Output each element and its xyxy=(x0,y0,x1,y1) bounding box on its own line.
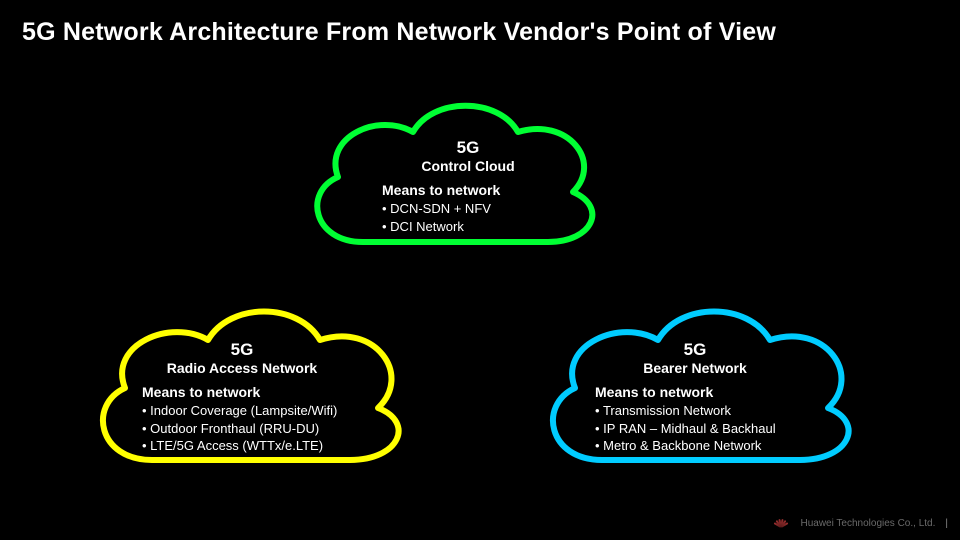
list-item: DCN-SDN + NFV xyxy=(382,200,558,218)
cloud-bearer-bullets: Transmission Network IP RAN – Midhaul & … xyxy=(595,402,825,455)
cloud-bearer-subtitle: Bearer Network xyxy=(595,360,795,376)
footer-page-num: | xyxy=(945,518,948,529)
list-item: DCI Network xyxy=(382,218,558,236)
cloud-bearer-means-label: Means to network xyxy=(595,384,825,400)
cloud-ran-content: 5G Radio Access Network Means to network… xyxy=(142,340,382,455)
footer-company: Huawei Technologies Co., Ltd. xyxy=(800,518,935,529)
list-item: LTE/5G Access (WTTx/e.LTE) xyxy=(142,437,382,455)
list-item: Metro & Backbone Network xyxy=(595,437,825,455)
cloud-control-title: 5G xyxy=(378,138,558,158)
list-item: Outdoor Fronthaul (RRU-DU) xyxy=(142,420,382,438)
cloud-control-means-label: Means to network xyxy=(382,182,558,198)
list-item: Transmission Network xyxy=(595,402,825,420)
cloud-bearer-title: 5G xyxy=(595,340,795,360)
slide-title: 5G Network Architecture From Network Ven… xyxy=(22,18,776,47)
cloud-ran-bullets: Indoor Coverage (Lampsite/Wifi) Outdoor … xyxy=(142,402,382,455)
list-item: IP RAN – Midhaul & Backhaul xyxy=(595,420,825,438)
slide-footer: Huawei Technologies Co., Ltd. | xyxy=(772,514,948,532)
cloud-control-subtitle: Control Cloud xyxy=(378,158,558,174)
cloud-ran-title: 5G xyxy=(142,340,342,360)
list-item: Indoor Coverage (Lampsite/Wifi) xyxy=(142,402,382,420)
cloud-control-content: 5G Control Cloud Means to network DCN-SD… xyxy=(378,138,558,235)
cloud-bearer-content: 5G Bearer Network Means to network Trans… xyxy=(595,340,825,455)
cloud-ran-means-label: Means to network xyxy=(142,384,382,400)
huawei-logo-icon xyxy=(772,514,790,532)
cloud-ran-subtitle: Radio Access Network xyxy=(142,360,342,376)
cloud-control-bullets: DCN-SDN + NFV DCI Network xyxy=(382,200,558,235)
